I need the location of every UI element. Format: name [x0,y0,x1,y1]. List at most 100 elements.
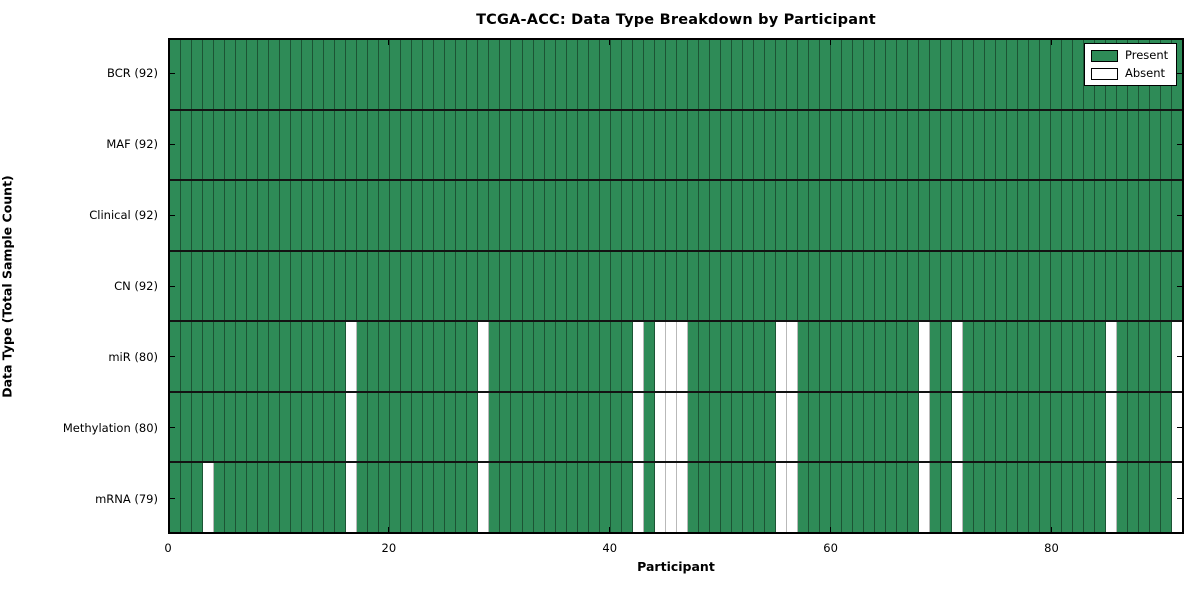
heatmap-cell [897,251,909,321]
heatmap-cell [566,392,578,462]
heatmap-cell [952,392,964,462]
heatmap-cell [875,322,887,391]
heatmap-cell [291,392,303,462]
heatmap-cell [236,251,248,321]
heatmap-cell [875,40,887,109]
heatmap-cell [181,40,193,109]
heatmap-cell [1040,181,1052,250]
heatmap-cell [753,110,765,180]
heatmap-cell [676,463,688,533]
heatmap-cell [533,322,545,391]
heatmap-cell [941,110,953,180]
heatmap-cell [963,40,975,109]
heatmap-cell [985,251,997,321]
heatmap-cell [346,322,358,391]
y-tick-mark [1177,214,1182,216]
heatmap-cell [368,251,380,321]
heatmap-cell [742,392,754,462]
heatmap-cell [434,392,446,462]
heatmap-row [170,322,1183,393]
heatmap-cell [808,392,820,462]
heatmap-cell [181,392,193,462]
absent-swatch-icon [1091,67,1118,80]
heatmap-cell [225,463,237,533]
heatmap-cell [1018,251,1030,321]
heatmap-cell [423,181,435,250]
heatmap-cell [753,40,765,109]
heatmap-cell [445,40,457,109]
heatmap-cell [731,40,743,109]
heatmap-cell [621,181,633,250]
heatmap-cell [643,322,655,391]
heatmap-cell [720,40,732,109]
heatmap-cell [291,251,303,321]
heatmap-cell [709,181,721,250]
heatmap-cell [886,40,898,109]
legend-label: Absent [1125,66,1166,80]
heatmap-cell [786,392,798,462]
heatmap-cell [1150,110,1162,180]
heatmap-cell [1062,110,1074,180]
heatmap-cell [566,322,578,391]
heatmap-cell [346,463,358,533]
heatmap-cell [1139,181,1151,250]
heatmap-cell [753,251,765,321]
heatmap-cell [1106,251,1118,321]
heatmap-cell [225,40,237,109]
heatmap-cell [775,40,787,109]
heatmap-cell [577,392,589,462]
heatmap-cell [952,40,964,109]
heatmap-cell [908,181,920,250]
heatmap-cell [621,322,633,391]
heatmap-cell [764,322,776,391]
heatmap-cell [1007,251,1019,321]
x-tick-mark [388,527,390,532]
heatmap-cell [676,110,688,180]
heatmap-cell [390,110,402,180]
heatmap-cell [764,392,776,462]
heatmap-cell [1007,463,1019,533]
heatmap-cell [863,463,875,533]
heatmap-cell [875,251,887,321]
heatmap-cell [775,110,787,180]
heatmap-cell [390,392,402,462]
y-tick-mark [170,285,175,287]
heatmap-cell [610,40,622,109]
heatmap-cell [489,251,501,321]
heatmap-cell [930,110,942,180]
heatmap-cell [632,322,644,391]
heatmap-cell [974,181,986,250]
heatmap-cell [610,322,622,391]
heatmap-cell [919,181,931,250]
heatmap-cell [963,463,975,533]
heatmap-cell [963,322,975,391]
heatmap-cell [225,322,237,391]
heatmap-cell [181,463,193,533]
heatmap-cell [412,463,424,533]
heatmap-cell [952,110,964,180]
heatmap-cell [412,40,424,109]
heatmap-cell [1007,392,1019,462]
heatmap-cell [313,181,325,250]
heatmap-cell [819,463,831,533]
heatmap-cell [1073,322,1085,391]
y-tick-mark [1177,356,1182,358]
heatmap-cell [941,463,953,533]
heatmap-cell [170,392,182,462]
heatmap-cell [467,322,479,391]
heatmap-cell [379,322,391,391]
heatmap-cell [974,40,986,109]
heatmap-cell [313,110,325,180]
heatmap-cell [203,392,215,462]
heatmap-cell [808,463,820,533]
heatmap-cell [599,392,611,462]
heatmap-cell [599,322,611,391]
heatmap-cell [566,463,578,533]
heatmap-cell [808,251,820,321]
x-tick-mark [1050,527,1052,532]
heatmap-cell [1139,110,1151,180]
heatmap-cell [687,392,699,462]
heatmap-cell [1062,40,1074,109]
heatmap-cell [456,40,468,109]
heatmap-cell [588,392,600,462]
